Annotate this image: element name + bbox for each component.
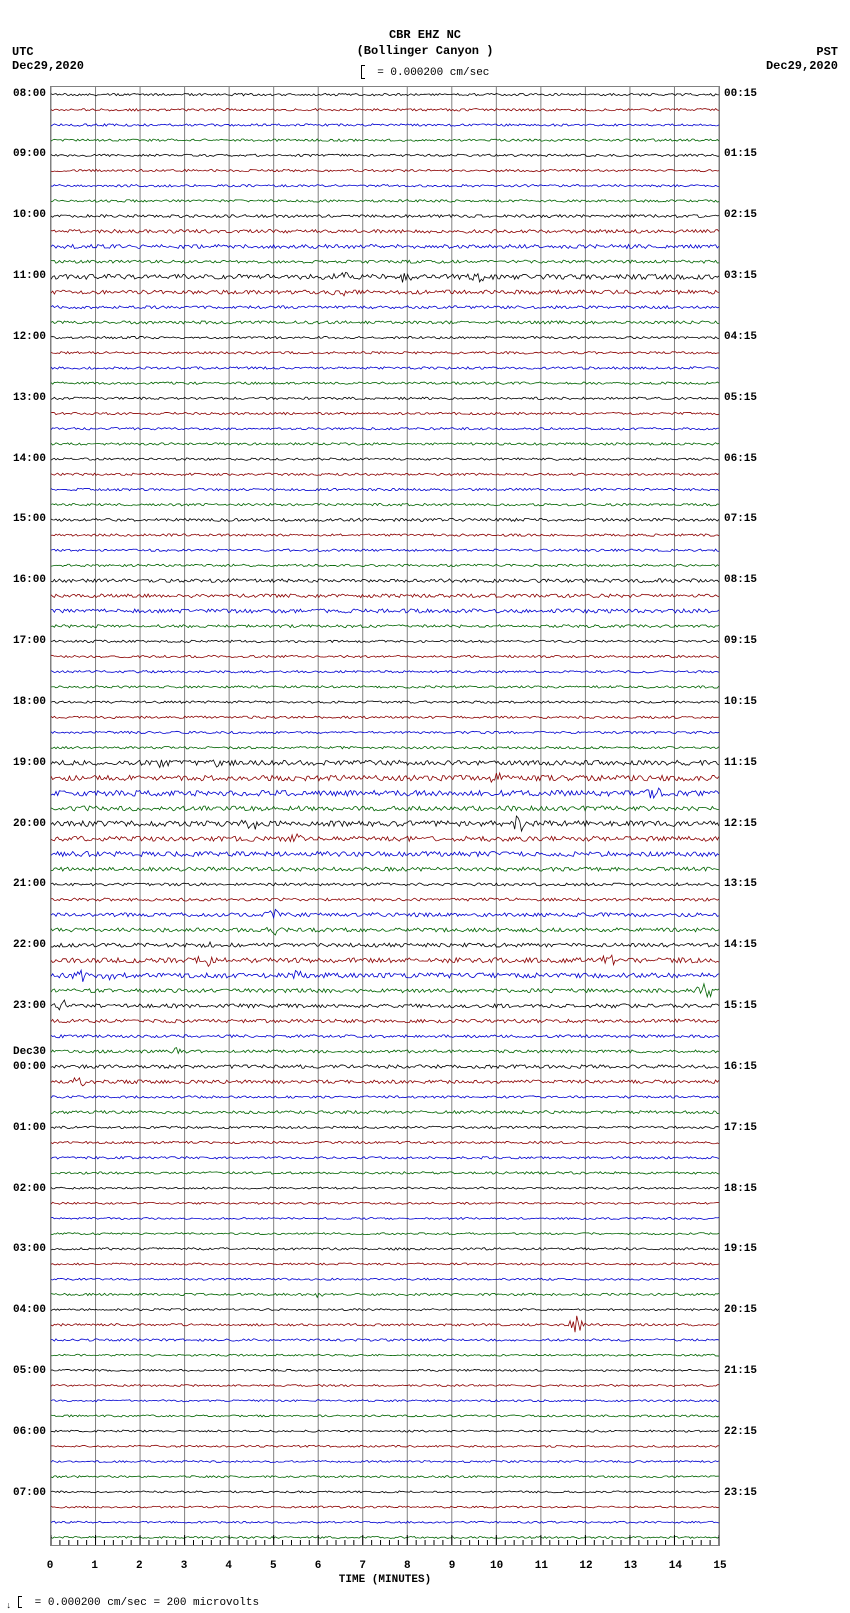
left-time-label: 21:00 [13, 878, 46, 890]
right-time-label: 18:15 [724, 1183, 757, 1195]
right-time-label: 11:15 [724, 757, 757, 769]
footer-scale: ↓ = 0.000200 cm/sec = 200 microvolts [6, 1596, 259, 1611]
x-tick-label: 6 [315, 1560, 322, 1572]
x-tick-label: 1 [91, 1560, 98, 1572]
right-time-label: 19:15 [724, 1243, 757, 1255]
header: CBR EHZ NC (Bollinger Canyon ) [0, 28, 850, 59]
left-time-label: 09:00 [13, 148, 46, 160]
left-time-label: 06:00 [13, 1426, 46, 1438]
right-time-label: 09:15 [724, 635, 757, 647]
left-time-label: 11:00 [13, 270, 46, 282]
left-time-label: 02:00 [13, 1183, 46, 1195]
right-time-label: 00:15 [724, 88, 757, 100]
right-time-label: 13:15 [724, 878, 757, 890]
right-time-label: 20:15 [724, 1304, 757, 1316]
left-time-label: Dec30 [13, 1046, 46, 1058]
left-time-label: 10:00 [13, 209, 46, 221]
right-time-label: 07:15 [724, 513, 757, 525]
footer-text: = 0.000200 cm/sec = 200 microvolts [35, 1597, 259, 1609]
scale-bar-icon [361, 65, 365, 79]
x-tick-label: 4 [225, 1560, 232, 1572]
right-time-label: 04:15 [724, 331, 757, 343]
seismogram-svg [51, 87, 719, 1545]
left-time-label: 16:00 [13, 574, 46, 586]
x-tick-label: 10 [490, 1560, 503, 1572]
left-time-label: 18:00 [13, 696, 46, 708]
x-tick-label: 11 [535, 1560, 548, 1572]
right-time-label: 01:15 [724, 148, 757, 160]
left-time-label: 07:00 [13, 1487, 46, 1499]
left-time-label: 19:00 [13, 757, 46, 769]
x-tick-label: 14 [669, 1560, 682, 1572]
left-time-label: 22:00 [13, 939, 46, 951]
scale-text: = 0.000200 cm/sec [377, 67, 489, 79]
right-time-label: 12:15 [724, 818, 757, 830]
x-tick-label: 12 [579, 1560, 592, 1572]
left-time-label: 13:00 [13, 392, 46, 404]
right-time-label: 16:15 [724, 1061, 757, 1073]
footer-tick: ↓ [6, 1601, 11, 1611]
left-time-label: 03:00 [13, 1243, 46, 1255]
left-time-label: 05:00 [13, 1365, 46, 1377]
left-time-label: 15:00 [13, 513, 46, 525]
right-time-label: 14:15 [724, 939, 757, 951]
right-time-label: 05:15 [724, 392, 757, 404]
x-axis-title: TIME (MINUTES) [50, 1574, 720, 1586]
right-time-label: 17:15 [724, 1122, 757, 1134]
x-tick-label: 7 [359, 1560, 366, 1572]
x-tick-label: 15 [713, 1560, 726, 1572]
footer-scale-bar-icon [18, 1596, 22, 1608]
x-tick-label: 3 [181, 1560, 188, 1572]
right-tz-label: PST [766, 45, 838, 59]
right-time-label: 10:15 [724, 696, 757, 708]
right-time-label: 03:15 [724, 270, 757, 282]
right-time-label: 21:15 [724, 1365, 757, 1377]
left-time-label: 08:00 [13, 88, 46, 100]
x-tick-label: 8 [404, 1560, 411, 1572]
left-time-label: 01:00 [13, 1122, 46, 1134]
left-time-label: 23:00 [13, 1000, 46, 1012]
left-tz-label: UTC [12, 45, 84, 59]
x-tick-label: 5 [270, 1560, 277, 1572]
left-time-label: 14:00 [13, 453, 46, 465]
x-axis: TIME (MINUTES) 0123456789101112131415 [50, 1546, 720, 1586]
left-time-label: 00:00 [13, 1061, 46, 1073]
x-tick-label: 2 [136, 1560, 143, 1572]
right-time-label: 08:15 [724, 574, 757, 586]
left-time-label: 04:00 [13, 1304, 46, 1316]
left-time-label: 12:00 [13, 331, 46, 343]
right-time-label: 22:15 [724, 1426, 757, 1438]
x-tick-label: 0 [47, 1560, 54, 1572]
right-time-label: 02:15 [724, 209, 757, 221]
scale-note: = 0.000200 cm/sec [0, 65, 850, 79]
right-time-label: 15:15 [724, 1000, 757, 1012]
seismogram-plot [50, 86, 720, 1546]
left-time-label: 17:00 [13, 635, 46, 647]
right-time-label: 06:15 [724, 453, 757, 465]
x-tick-label: 13 [624, 1560, 637, 1572]
station-line: CBR EHZ NC [0, 28, 850, 44]
x-tick-label: 9 [449, 1560, 456, 1572]
right-time-label: 23:15 [724, 1487, 757, 1499]
seismogram-page: CBR EHZ NC (Bollinger Canyon ) UTC Dec29… [0, 0, 850, 1613]
location-line: (Bollinger Canyon ) [0, 44, 850, 60]
left-time-label: 20:00 [13, 818, 46, 830]
